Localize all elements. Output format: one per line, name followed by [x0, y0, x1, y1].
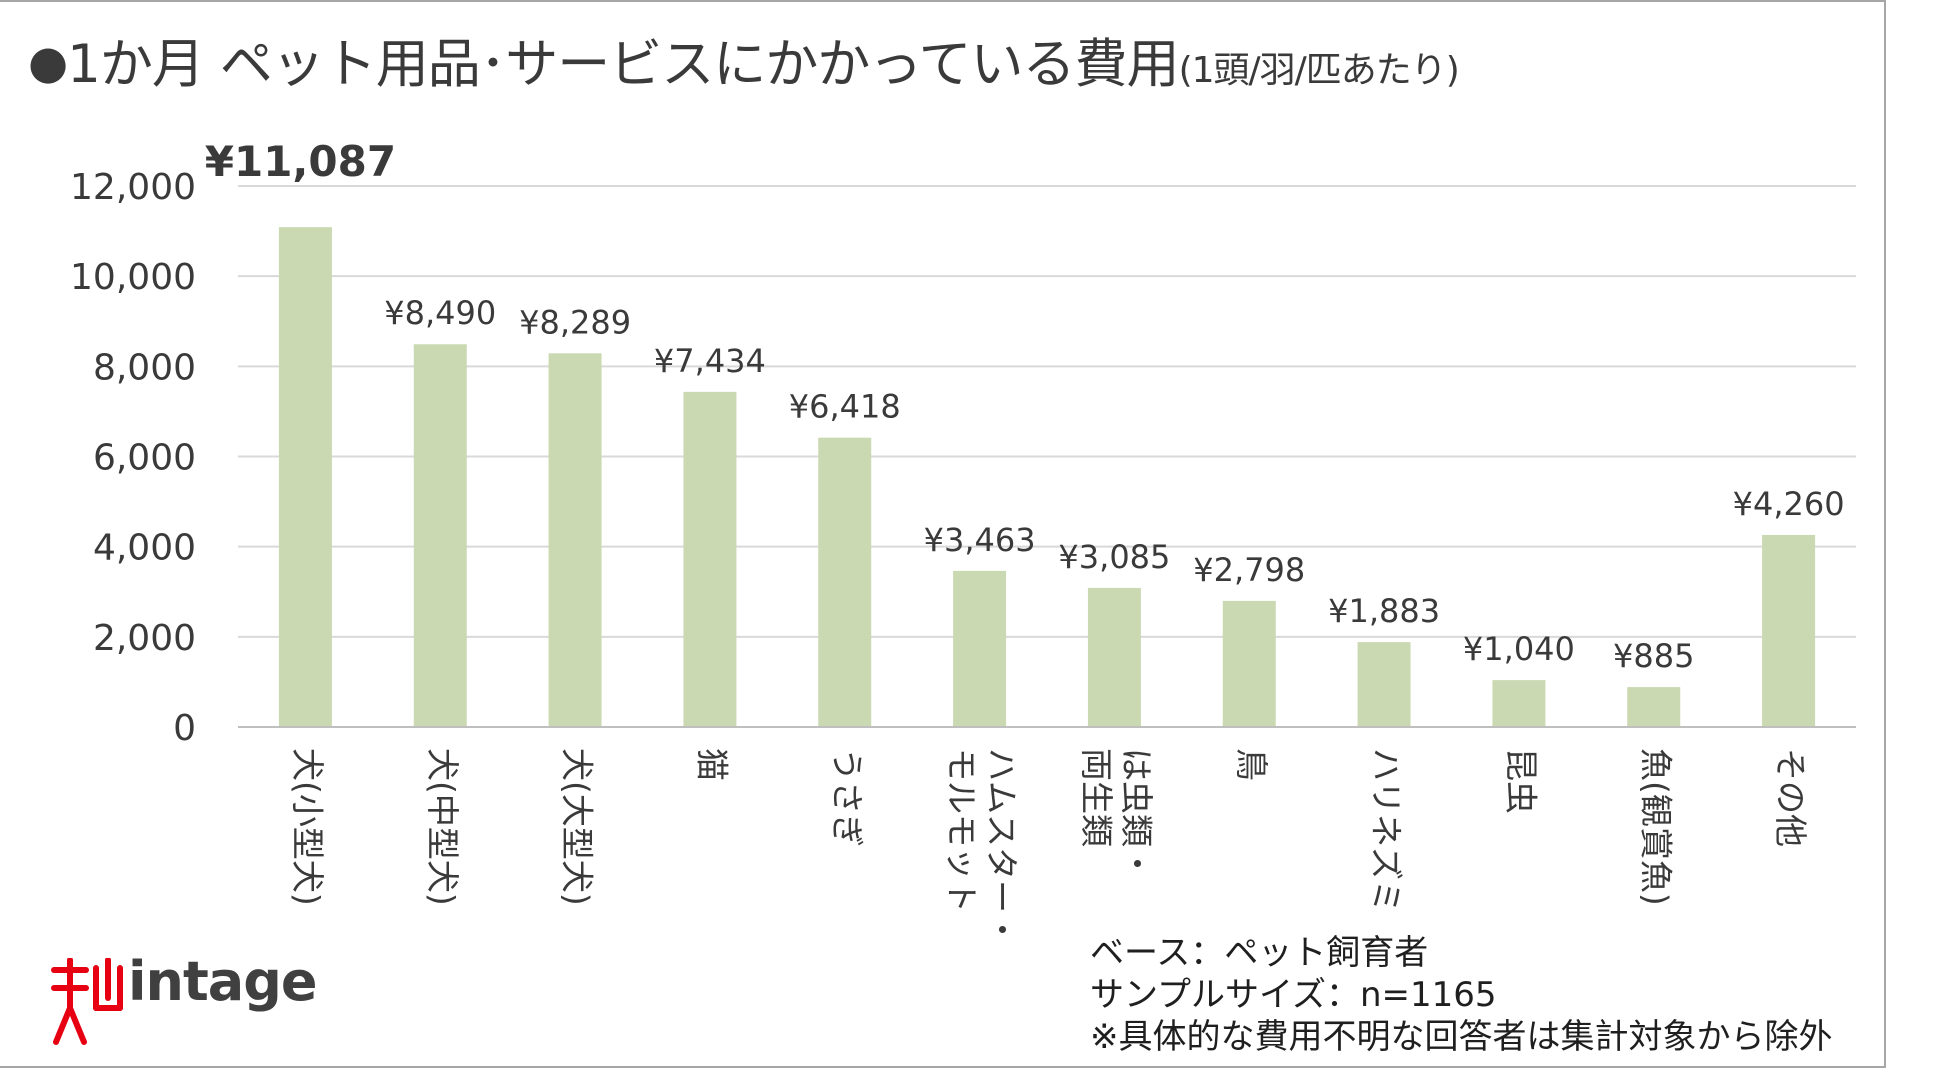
data-label: ¥4,260 — [1733, 485, 1845, 523]
x-tick-label: 犬(小型犬) — [288, 748, 327, 906]
note-sample-size: サンプルサイズ：n=1165 — [1090, 975, 1497, 1015]
note-base: ベース：ペット飼育者 — [1090, 933, 1429, 973]
data-label: ¥1,883 — [1328, 592, 1440, 630]
bar — [1087, 587, 1141, 727]
data-label: ¥11,087 — [205, 137, 396, 186]
x-tick-label: 犬(大型犬) — [558, 748, 597, 906]
x-tick-label: うさぎ — [827, 748, 866, 847]
bar — [413, 344, 467, 727]
bar — [953, 570, 1007, 727]
intage-logo-icon — [51, 958, 123, 1045]
title-sub: (1頭/羽/匹あたり) — [1178, 50, 1460, 91]
x-tick-label: は虫類・ — [1117, 748, 1156, 880]
title-main: 1か月 ペット用品･サービスにかかっている費用 — [67, 34, 1179, 95]
data-label: ¥6,418 — [789, 388, 901, 426]
y-tick-label: 0 — [173, 708, 196, 749]
chart-title: ●1か月 ペット用品･サービスにかかっている費用(1頭/羽/匹あたり) — [28, 22, 1460, 98]
data-label: ¥3,085 — [1058, 538, 1170, 576]
y-tick-label: 12,000 — [70, 167, 196, 208]
data-label: ¥3,463 — [924, 521, 1036, 559]
title-bullet: ● — [28, 35, 68, 89]
y-tick-label: 10,000 — [70, 257, 196, 298]
chart-frame — [0, 0, 1886, 1068]
bar — [548, 353, 602, 727]
x-tick-label: 鳥 — [1232, 748, 1271, 781]
bar — [1357, 642, 1411, 727]
y-tick-label: 4,000 — [93, 528, 196, 569]
x-tick-label: 両生類 — [1077, 748, 1116, 847]
bar — [683, 391, 737, 727]
x-tick-label: その他 — [1771, 748, 1810, 847]
bar — [1627, 687, 1681, 727]
data-label: ¥1,040 — [1463, 630, 1575, 668]
bar — [1222, 600, 1276, 727]
x-tick-label: 犬(中型犬) — [423, 748, 462, 906]
x-tick-label: モルモット — [942, 748, 981, 913]
data-label: ¥8,490 — [384, 294, 496, 332]
y-tick-label: 2,000 — [93, 618, 196, 659]
x-tick-label: ハムスター・ — [982, 748, 1021, 946]
data-label: ¥2,798 — [1193, 551, 1305, 589]
data-label: ¥885 — [1613, 637, 1694, 675]
y-tick-label: 6,000 — [93, 438, 196, 479]
bar — [1492, 680, 1546, 727]
x-tick-label: 魚(観賞魚) — [1636, 748, 1675, 906]
y-tick-label: 8,000 — [93, 347, 196, 388]
x-tick-label: ハリネズミ — [1367, 748, 1406, 913]
intage-brand-name: intage — [128, 950, 317, 1013]
data-label: ¥7,434 — [654, 342, 766, 380]
x-tick-label: 猫 — [692, 748, 731, 781]
note-exclusion: ※具体的な費用不明な回答者は集計対象から除外 — [1090, 1017, 1833, 1057]
bar — [1762, 534, 1816, 727]
x-tick-label: 昆虫 — [1501, 748, 1540, 814]
data-label: ¥8,289 — [519, 303, 631, 341]
bar — [278, 227, 332, 728]
bar — [818, 437, 872, 727]
